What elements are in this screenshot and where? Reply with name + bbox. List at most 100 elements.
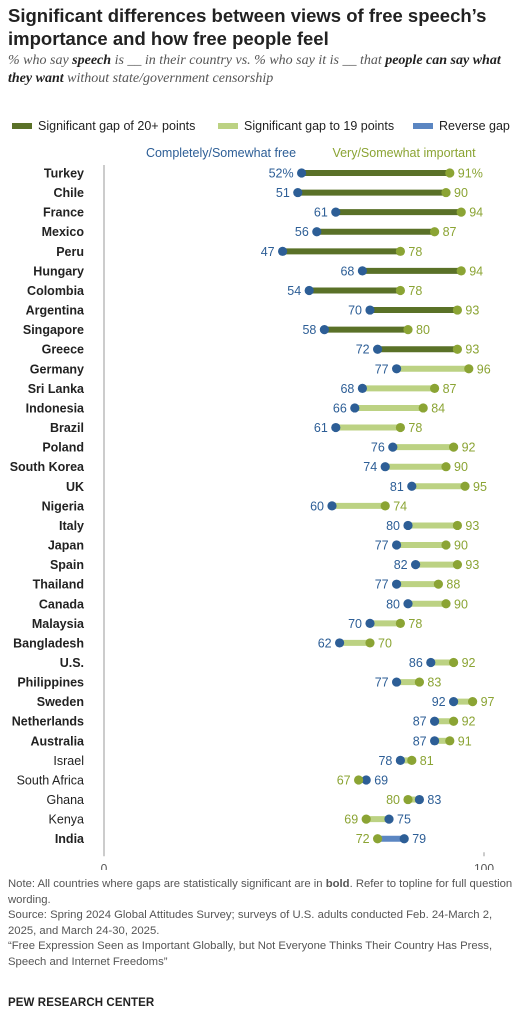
important-value-germany: 96 [477, 362, 491, 376]
free-dot-brazil [331, 422, 341, 433]
country-label-south-africa: South Africa [17, 773, 84, 787]
x-tick-label-100: 100 [474, 861, 494, 870]
free-dot-turkey [297, 168, 307, 178]
important-dot-colombia [395, 285, 405, 296]
important-dot-chile [441, 187, 451, 198]
country-label-brazil: Brazil [50, 421, 84, 435]
important-dot-philippines [414, 677, 424, 687]
important-dot-poland [449, 442, 459, 452]
free-dot-poland [388, 442, 398, 452]
free-dot-italy [403, 520, 413, 531]
important-dot-australia [445, 736, 455, 746]
important-value-south-africa: 67 [337, 773, 351, 787]
important-dot-thailand [433, 579, 443, 589]
free-value-netherlands: 87 [413, 715, 427, 729]
free-dot-argentina [365, 305, 375, 315]
country-label-colombia: Colombia [27, 284, 85, 298]
important-dot-spain [452, 560, 462, 570]
important-value-indonesia: 84 [431, 401, 445, 415]
report-title: “Free Expression Seen as Important Globa… [8, 940, 493, 968]
country-label-netherlands: Netherlands [12, 715, 84, 729]
free-dot-netherlands [430, 716, 440, 726]
important-value-chile: 90 [454, 186, 468, 200]
important-dot-italy [452, 520, 462, 531]
important-dot-u-s [449, 657, 459, 668]
important-value-netherlands: 92 [462, 715, 476, 729]
free-value-turkey: 52% [269, 167, 294, 181]
x-tick-label-0: 0 [101, 861, 108, 870]
free-value-nigeria: 60 [310, 499, 324, 513]
free-dot-south-korea [380, 462, 390, 472]
important-value-peru: 78 [408, 245, 422, 259]
free-dot-france [331, 207, 341, 217]
free-value-mexico: 56 [295, 225, 309, 239]
free-dot-colombia [304, 285, 314, 296]
free-dot-sri-lanka [357, 383, 367, 393]
legend-label-large-gap: Significant gap of 20+ points [38, 119, 196, 133]
free-dot-uk [407, 481, 417, 491]
important-dot-sweden [468, 697, 478, 707]
country-label-germany: Germany [30, 362, 84, 376]
important-dot-south-korea [441, 462, 451, 472]
country-label-bangladesh: Bangladesh [13, 636, 84, 650]
important-dot-canada [441, 599, 451, 609]
free-value-singapore: 58 [302, 323, 316, 337]
important-value-greece: 93 [465, 343, 479, 357]
important-value-ghana: 80 [386, 793, 400, 807]
free-value-indonesia: 66 [333, 401, 347, 415]
free-value-canada: 80 [386, 597, 400, 611]
note-text: Note: All countries where gaps are stati… [8, 878, 513, 906]
country-label-poland: Poland [42, 441, 84, 455]
important-dot-germany [464, 364, 474, 374]
free-value-ghana: 83 [427, 793, 441, 807]
free-value-bangladesh: 62 [318, 636, 332, 650]
country-label-kenya: Kenya [49, 813, 84, 827]
series-header-important: Very/Somewhat important [332, 146, 476, 160]
free-value-philippines: 77 [375, 676, 389, 690]
footnote: Note: All countries where gaps are stati… [8, 877, 516, 970]
important-value-sri-lanka: 87 [443, 382, 457, 396]
free-dot-spain [411, 560, 421, 570]
free-dot-mexico [312, 227, 322, 237]
legend-swatch-small-gap [218, 123, 238, 129]
free-dot-nigeria [327, 501, 337, 511]
free-value-argentina: 70 [348, 304, 362, 318]
free-dot-chile [293, 187, 303, 198]
free-value-spain: 82 [394, 558, 408, 572]
important-dot-greece [452, 344, 462, 354]
free-value-sri-lanka: 68 [340, 382, 354, 396]
free-value-hungary: 68 [340, 264, 354, 278]
source-text: Source: Spring 2024 Global Attitudes Sur… [8, 909, 493, 937]
important-value-hungary: 94 [469, 264, 483, 278]
important-value-south-korea: 90 [454, 460, 468, 474]
important-value-malaysia: 78 [408, 617, 422, 631]
free-dot-indonesia [350, 403, 360, 413]
free-value-sweden: 92 [432, 695, 446, 709]
chart-subtitle: % who say speech is __ in their country … [8, 53, 501, 86]
legend-swatch-reverse-gap [413, 123, 433, 129]
country-label-south-korea: South Korea [10, 460, 85, 474]
country-label-indonesia: Indonesia [26, 401, 85, 415]
important-dot-peru [395, 246, 405, 256]
important-value-kenya: 69 [344, 813, 358, 827]
legend-swatch-large-gap [12, 123, 32, 129]
free-dot-greece [373, 344, 383, 354]
important-dot-hungary [456, 266, 466, 276]
legend-item-large-gap: Significant gap of 20+ points [12, 119, 195, 133]
free-dot-u-s [426, 657, 436, 668]
country-label-greece: Greece [42, 343, 84, 357]
important-value-nigeria: 74 [393, 499, 407, 513]
free-value-south-africa: 69 [374, 773, 388, 787]
important-value-sweden: 97 [481, 695, 495, 709]
important-value-colombia: 78 [408, 284, 422, 298]
important-value-india: 72 [356, 832, 370, 846]
country-label-nigeria: Nigeria [42, 499, 85, 513]
free-value-south-korea: 74 [363, 460, 377, 474]
important-dot-turkey [445, 168, 455, 178]
important-dot-uk [460, 481, 470, 491]
free-value-germany: 77 [375, 362, 389, 376]
free-value-italy: 80 [386, 519, 400, 533]
country-label-argentina: Argentina [26, 304, 85, 318]
legend-label-reverse-gap: Reverse gap [439, 119, 510, 133]
country-label-malaysia: Malaysia [32, 617, 85, 631]
